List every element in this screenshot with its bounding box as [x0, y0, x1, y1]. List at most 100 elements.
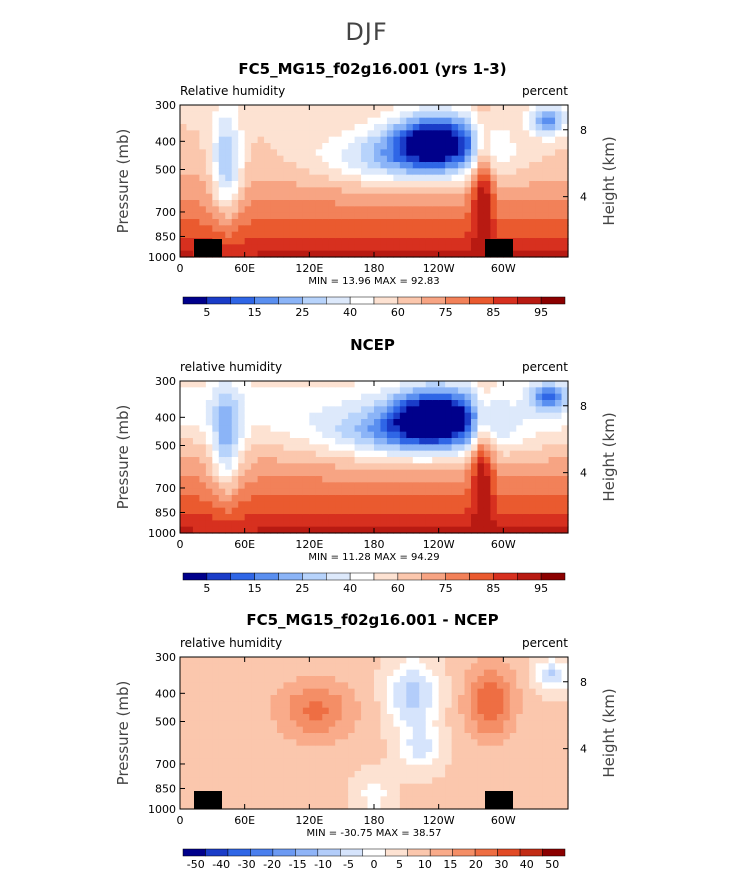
heatmap-cell [438, 130, 446, 138]
heatmap-cell [251, 482, 259, 490]
heatmap-cell [180, 663, 188, 671]
heatmap-cell [322, 219, 330, 226]
heatmap-cell [289, 495, 297, 502]
heatmap-cell [348, 250, 356, 258]
heatmap-cell [264, 212, 272, 220]
heatmap-cell [386, 117, 394, 125]
heatmap-cell [199, 676, 207, 683]
heatmap-cell [328, 238, 336, 245]
heatmap-cell [322, 238, 330, 245]
heatmap-cell [270, 714, 278, 721]
heatmap-cell [374, 501, 382, 509]
heatmap-cell [458, 796, 466, 804]
heatmap-cell [412, 438, 420, 445]
heatmap-cell [302, 771, 310, 778]
heatmap-cell [367, 244, 375, 252]
heatmap-cell [399, 406, 407, 414]
heatmap-cell [432, 250, 440, 258]
heatmap-cell [244, 400, 252, 407]
y-tick-label: 700 [155, 482, 176, 495]
heatmap-cell [490, 155, 498, 163]
heatmap-cell [464, 482, 472, 490]
heatmap-cell [438, 419, 446, 426]
heatmap-cell [231, 193, 239, 201]
heatmap-cell [386, 393, 394, 401]
heatmap-cell [451, 682, 459, 690]
heatmap-cell [386, 482, 394, 490]
heatmap-cell [490, 457, 498, 464]
heatmap-cell [412, 143, 420, 150]
heatmap-cell [238, 714, 246, 721]
heatmap-cell [296, 726, 304, 734]
heatmap-cell [419, 482, 427, 490]
heatmap-cell [451, 476, 459, 483]
heatmap-cell [509, 771, 517, 778]
heatmap-cell [341, 387, 349, 395]
heatmap-cell [341, 701, 349, 709]
heatmap-cell [199, 419, 207, 426]
x-tick-label: 120W [423, 814, 455, 827]
heatmap-cell [451, 105, 459, 112]
heatmap-cell [516, 669, 524, 677]
heatmap-cell [348, 130, 356, 138]
heatmap-cell [348, 701, 356, 709]
heatmap-cell [283, 238, 291, 245]
heatmap-cell [192, 124, 200, 131]
heatmap-cell [309, 130, 317, 138]
heatmap-cell [393, 526, 401, 534]
heatmap-cell [257, 387, 265, 395]
heatmap-cell [516, 438, 524, 445]
heatmap-cell [548, 117, 556, 125]
heatmap-cell [419, 758, 427, 766]
heatmap-cell [322, 714, 330, 721]
heatmap-cell [374, 783, 382, 791]
heatmap-cell [186, 695, 194, 702]
heatmap-cell [393, 193, 401, 201]
heatmap-cell [277, 387, 285, 395]
heatmap-cell [251, 400, 259, 407]
heatmap-cell [503, 117, 511, 125]
heatmap-cell [438, 482, 446, 490]
heatmap-cell [432, 231, 440, 239]
heatmap-cell [509, 790, 517, 797]
heatmap-cell [309, 168, 317, 176]
heatmap-cell [471, 520, 479, 528]
heatmap-cell [529, 206, 537, 214]
heatmap-cell [399, 168, 407, 176]
heatmap-cell [555, 720, 563, 728]
heatmap-cell [496, 657, 504, 664]
heatmap-cell [445, 406, 453, 414]
heatmap-cell [438, 707, 446, 715]
heatmap-cell [561, 444, 569, 452]
heatmap-cell [341, 231, 349, 239]
heatmap-cell [309, 720, 317, 728]
heatmap-cell [277, 444, 285, 452]
heatmap-cell [238, 507, 246, 515]
heatmap-cell [406, 412, 414, 420]
heatmap-cell [302, 802, 310, 810]
heatmap-cell [244, 425, 252, 433]
heatmap-cell [309, 682, 317, 690]
heatmap-cell [374, 676, 382, 683]
colorbar-swatch [182, 296, 208, 305]
heatmap-cell [458, 457, 466, 464]
heatmap-cell [361, 393, 369, 401]
heatmap-cell [296, 733, 304, 740]
heatmap-cell [277, 431, 285, 439]
heatmap-cell [561, 136, 569, 144]
heatmap-cell [302, 476, 310, 483]
heatmap-cell [458, 463, 466, 471]
heatmap-cell [322, 771, 330, 778]
heatmap-cell [205, 193, 213, 201]
heatmap-cell [490, 444, 498, 452]
heatmap-cell [302, 111, 310, 119]
heatmap-cell [199, 714, 207, 721]
heatmap-cell [522, 701, 530, 709]
heatmap-cell [238, 726, 246, 734]
heatmap-cell [315, 783, 323, 791]
heatmap-cell [367, 657, 375, 664]
heatmap-cell [516, 219, 524, 226]
heatmap-cell [270, 111, 278, 119]
heatmap-cell [522, 412, 530, 420]
heatmap-cell [289, 193, 297, 201]
